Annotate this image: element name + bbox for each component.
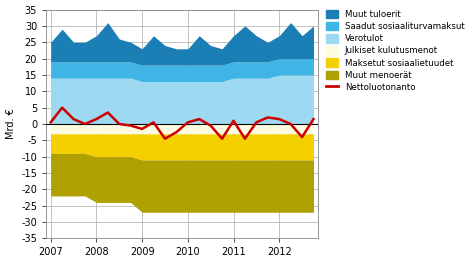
Y-axis label: Mrd. €: Mrd. €	[6, 109, 16, 139]
Legend: Muut tuloerit, Saadut sosiaaliturvamaksut, Verotulot, Julkiset kulutusmenot, Mak: Muut tuloerit, Saadut sosiaaliturvamaksu…	[325, 9, 465, 93]
